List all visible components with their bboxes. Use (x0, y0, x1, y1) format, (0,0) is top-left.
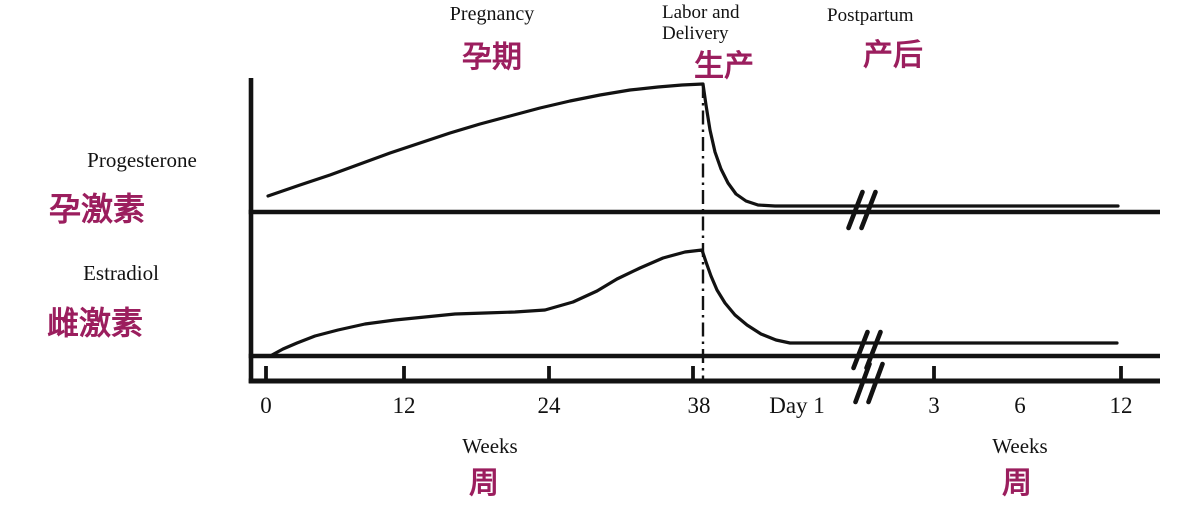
phase-postpartum-label-en: Postpartum (827, 5, 914, 26)
x-tick-label: Day 1 (769, 393, 825, 418)
series-estradiol-label-en: Estradiol (83, 261, 159, 285)
x-tick-label: 0 (260, 393, 272, 418)
series-progesterone-label-zh: 孕激素 (48, 190, 146, 228)
axis-break-slash-0-1 (859, 189, 878, 231)
x-tick-label: 12 (1109, 393, 1133, 418)
x-tick-label: 12 (392, 393, 416, 418)
phase-postpartum-label-zh: 产后 (863, 38, 923, 73)
phase-pregnancy-label-zh: 孕期 (462, 40, 522, 75)
phase-labor-delivery-label-en: Labor and Delivery (662, 2, 740, 44)
x-tick-label: 3 (928, 393, 940, 418)
axis-break-slash-1-0 (851, 329, 870, 371)
x-tick-label: 6 (1014, 393, 1026, 418)
axis-break-slash-2-0 (853, 361, 872, 405)
x-tick-label: 24 (537, 393, 561, 418)
axis-break-slash-2-1 (866, 361, 885, 405)
x-axis-unit-left-zh: 周 (469, 466, 499, 501)
curve-estradiol (270, 248, 1119, 357)
phase-pregnancy-label-en: Pregnancy (449, 3, 535, 25)
series-progesterone-label-en: Progesterone (87, 148, 197, 172)
series-estradiol-label-zh: 雌激素 (46, 304, 144, 342)
x-axis-unit-right-en: Weeks (992, 434, 1048, 458)
curve-progesterone (266, 82, 1120, 208)
x-axis-unit-left-en: Weeks (462, 434, 518, 458)
x-axis-unit-right-zh: 周 (1002, 466, 1032, 501)
axis-break-slash-0-0 (846, 189, 865, 231)
x-tick-label: 38 (687, 393, 711, 418)
phase-labor-delivery-label-zh: 生产 (694, 49, 754, 84)
